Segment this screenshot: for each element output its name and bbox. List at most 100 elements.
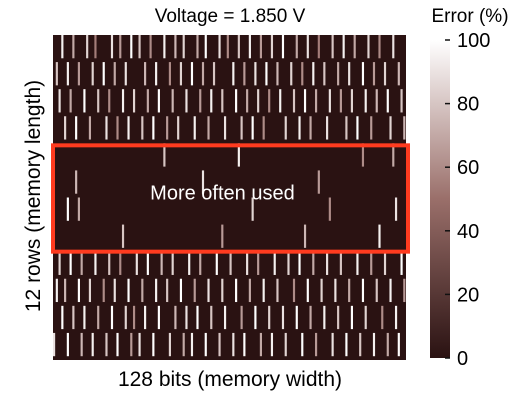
heatmap-cell — [370, 251, 373, 275]
heatmap-cell — [185, 305, 188, 330]
heatmap-cell — [160, 251, 163, 275]
heatmap-cell — [331, 35, 334, 59]
heatmap-cell — [152, 332, 155, 357]
heatmap-cell — [141, 116, 144, 140]
heatmap-cell — [303, 224, 307, 248]
heatmap-cell — [237, 35, 240, 59]
heatmap-cell — [163, 143, 166, 167]
heatmap-cell — [268, 89, 271, 113]
heatmap-cell — [232, 62, 235, 86]
heatmap-cell — [179, 62, 183, 86]
heatmap-cell — [130, 332, 133, 357]
heatmap-cell — [370, 116, 373, 140]
heatmap-cell — [287, 251, 290, 275]
heatmap-cell — [144, 62, 147, 86]
heatmap-cell — [326, 116, 329, 140]
heatmap-cell — [364, 89, 367, 113]
heatmap-cell — [102, 278, 105, 303]
heatmap-cell — [212, 62, 216, 86]
heatmap-cell — [281, 35, 285, 59]
heatmap-cell — [381, 305, 384, 330]
heatmap-cell — [66, 197, 69, 221]
heatmap-cell — [348, 278, 351, 303]
heatmap-cell — [83, 89, 86, 113]
heatmap-cell — [77, 62, 80, 86]
heatmap-cell — [298, 116, 301, 140]
colorbar — [430, 40, 450, 358]
heatmap-cell — [243, 332, 246, 357]
colorbar-tick-label: 60 — [457, 157, 479, 179]
heatmap-cell — [218, 35, 221, 59]
heatmap-cell — [221, 278, 224, 303]
heatmap-cell — [364, 305, 367, 330]
heatmap-cell — [91, 332, 94, 357]
heatmap-cell — [196, 35, 199, 59]
heatmap-cell — [251, 197, 254, 221]
heatmap-cell — [210, 89, 213, 113]
heatmap-cell — [331, 332, 334, 357]
heatmap-cell — [83, 305, 86, 330]
heatmap-cell — [97, 305, 100, 330]
heatmap-cell — [223, 116, 227, 140]
heatmap-cell — [226, 35, 229, 59]
heatmap-cell — [235, 278, 238, 303]
colorbar-title: Error (%) — [431, 6, 508, 27]
heatmap-cell — [138, 332, 141, 357]
heatmap-cell — [185, 89, 188, 113]
heatmap-cell — [174, 35, 177, 59]
annotation-label: More often used — [150, 183, 295, 205]
heatmap-cell — [353, 35, 356, 59]
heatmap-cell — [190, 332, 194, 357]
heatmap-cell — [323, 305, 326, 330]
heatmap-cell — [116, 332, 119, 357]
heatmap-cell — [323, 62, 326, 86]
heatmap-cell — [146, 89, 149, 113]
heatmap-cell — [171, 89, 174, 113]
heatmap-cell — [166, 116, 169, 140]
highlight-box — [51, 143, 410, 254]
colorbar-tick-label: 100 — [457, 30, 490, 52]
heatmap-cell — [403, 116, 406, 140]
heatmap-cell — [188, 251, 191, 275]
heatmap-cell — [179, 278, 183, 303]
heatmap-cell — [262, 278, 265, 303]
heatmap-cell — [281, 305, 285, 330]
colorbar-ticks: 0 20 40 60 80 100 — [445, 30, 490, 370]
heatmap-cell — [152, 116, 155, 140]
heatmap-cell — [292, 278, 296, 303]
heatmap-cell — [273, 251, 276, 275]
colorbar-tick-label: 0 — [457, 348, 468, 370]
heatmap-cell — [110, 35, 114, 59]
heatmap-cell — [314, 89, 318, 113]
heatmap-cell — [386, 332, 389, 357]
heatmap-cell — [127, 278, 130, 303]
heatmap-cell — [75, 170, 78, 194]
heatmap-cell — [221, 224, 224, 248]
heatmap-cell — [397, 62, 400, 86]
heatmap-cell — [295, 305, 298, 330]
heatmap-cell — [182, 35, 185, 59]
heatmap-cell — [58, 89, 61, 113]
heatmap-cell — [259, 332, 262, 357]
heatmap-cell — [144, 305, 147, 330]
heatmap-cell — [394, 305, 398, 330]
heatmap-cell — [301, 62, 304, 86]
heatmap-cell — [375, 89, 378, 113]
heatmap-cell — [270, 332, 274, 357]
heatmap-cell — [105, 332, 108, 357]
heatmap-cell — [389, 116, 392, 140]
heatmap-cell — [361, 278, 365, 303]
heatmap-cell — [251, 116, 254, 140]
heatmap-cell — [168, 332, 171, 357]
heatmap-cell — [171, 251, 174, 275]
heatmap-cell — [105, 116, 108, 140]
heatmap-cell — [394, 197, 398, 221]
heatmap-cell — [64, 116, 67, 140]
colorbar-tick-label: 40 — [457, 221, 479, 243]
heatmap-cell — [75, 116, 78, 140]
heatmap-cell — [339, 89, 342, 113]
heatmap-cell — [320, 278, 323, 303]
heatmap-cell — [303, 89, 307, 113]
heatmap-cell — [367, 35, 370, 59]
heatmap-cell — [270, 35, 274, 59]
